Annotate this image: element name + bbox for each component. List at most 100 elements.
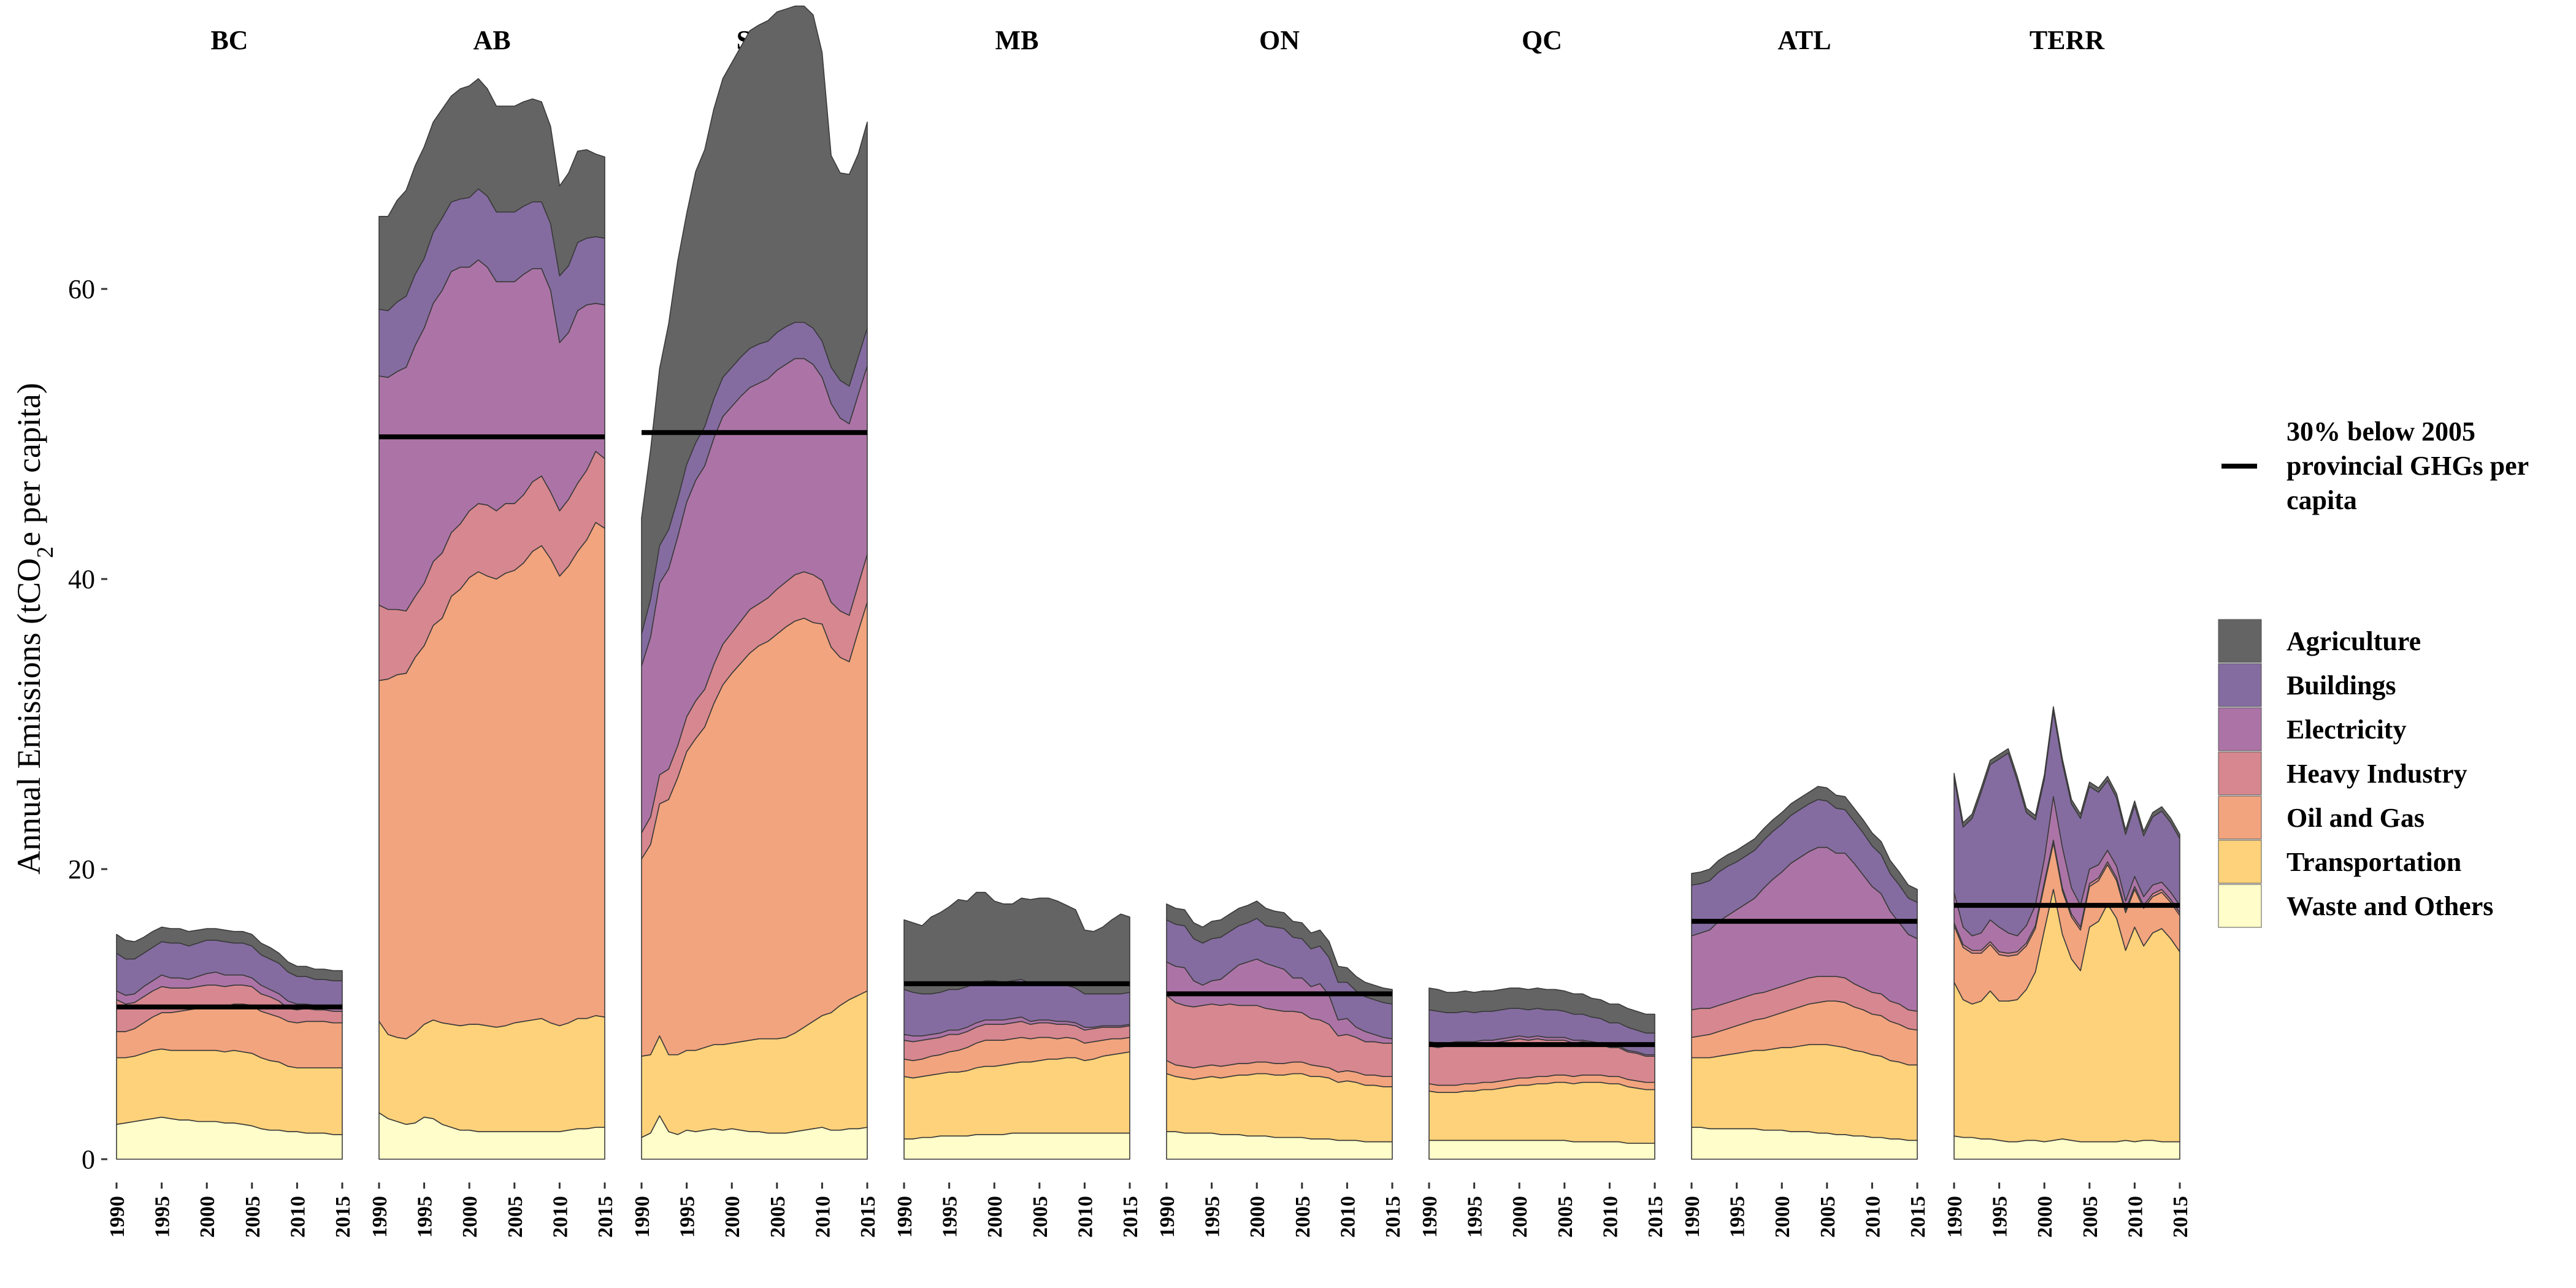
x-tick-label-on-2000: 2000 xyxy=(1246,1196,1269,1238)
x-tick-label-terr-2005: 2005 xyxy=(2079,1196,2102,1238)
panel-on: ON 1990 1995 2000 2005 2010 2015 xyxy=(1156,25,1405,1238)
x-tick-label-mb-2000: 2000 xyxy=(984,1196,1006,1238)
legend-swatch-waste-and-others xyxy=(2218,884,2262,928)
x-tick-label-on-1990: 1990 xyxy=(1156,1196,1179,1238)
x-tick-label-terr-2010: 2010 xyxy=(2124,1196,2147,1238)
panel-atl: ATL 1990 1995 2000 2005 2010 2015 xyxy=(1681,25,1930,1238)
x-tick-label-ab-2015: 2015 xyxy=(594,1196,617,1238)
legend-swatch-electricity xyxy=(2218,707,2262,751)
panel-bc: BC 1990 1995 2000 2005 2010 2015 xyxy=(106,25,355,1238)
x-tick-label-terr-1990: 1990 xyxy=(1944,1196,1966,1238)
x-tick-label-qc-2015: 2015 xyxy=(1644,1196,1667,1238)
x-tick-label-on-2015: 2015 xyxy=(1382,1196,1405,1238)
panel-ab: AB 1990 1995 2000 2005 2010 2015 xyxy=(369,25,617,1238)
area-mb-waste-and-others xyxy=(903,1132,1130,1160)
target-line-legend: 30% below 2005 provincial GHGs per capita xyxy=(2221,416,2529,515)
legend-swatch-oil-and-gas xyxy=(2218,795,2262,840)
area-sk-agriculture xyxy=(641,6,868,635)
panel-title-atl: ATL xyxy=(1777,25,1831,55)
x-tick-label-sk-2005: 2005 xyxy=(767,1196,789,1238)
y-axis-title: Annual Emissions (tCO2e per capita) xyxy=(10,383,58,875)
x-tick-label-atl-2000: 2000 xyxy=(1771,1196,1794,1238)
panel-title-bc: BC xyxy=(210,25,248,55)
x-tick-label-ab-2000: 2000 xyxy=(459,1196,481,1238)
area-bc-agriculture xyxy=(116,926,343,981)
panel-title-mb: MB xyxy=(995,25,1039,55)
legend-label-transportation: Transportation xyxy=(2287,847,2461,877)
x-tick-label-terr-2000: 2000 xyxy=(2034,1196,2057,1238)
legend-label-waste-and-others: Waste and Others xyxy=(2287,891,2493,921)
panel-terr: TERR 1990 1995 2000 2005 2010 2015 xyxy=(1944,25,2192,1238)
facet-panels: BC 1990 1995 2000 2005 2010 2015 AB 1990 1995 2000… xyxy=(106,6,2192,1238)
x-tick-label-qc-1995: 1995 xyxy=(1464,1196,1487,1238)
legend-swatch-agriculture xyxy=(2218,619,2262,663)
x-tick-label-qc-1990: 1990 xyxy=(1419,1196,1441,1238)
panel-title-ab: AB xyxy=(473,25,510,55)
y-tick-label-40: 40 xyxy=(68,564,95,594)
legend-swatch-transportation xyxy=(2218,840,2262,884)
sector-legend: Agriculture Buildings Electricity Heavy Ind… xyxy=(2218,619,2493,928)
area-qc-agriculture xyxy=(1428,987,1655,1034)
x-tick-label-sk-2000: 2000 xyxy=(721,1196,744,1238)
area-qc-waste-and-others xyxy=(1428,1140,1655,1160)
x-tick-label-bc-1990: 1990 xyxy=(106,1196,129,1238)
area-atl-transportation xyxy=(1691,1044,1918,1141)
x-tick-label-on-1995: 1995 xyxy=(1202,1196,1224,1238)
x-tick-label-atl-2005: 2005 xyxy=(1817,1196,1839,1238)
x-tick-label-terr-1995: 1995 xyxy=(1989,1196,2012,1238)
area-terr-agriculture xyxy=(1953,706,2180,840)
x-tick-label-mb-1990: 1990 xyxy=(894,1196,916,1238)
panel-mb: MB 1990 1995 2000 2005 2010 2015 xyxy=(894,25,1142,1238)
y-tick-label-0: 0 xyxy=(82,1144,95,1175)
area-mb-agriculture xyxy=(903,892,1130,995)
x-tick-label-terr-2015: 2015 xyxy=(2169,1196,2192,1238)
x-tick-label-sk-1995: 1995 xyxy=(677,1196,699,1238)
x-tick-label-bc-2010: 2010 xyxy=(286,1196,309,1238)
area-atl-agriculture xyxy=(1691,786,1918,903)
x-tick-label-atl-1995: 1995 xyxy=(1727,1196,1749,1238)
x-tick-label-mb-1995: 1995 xyxy=(939,1196,962,1238)
x-tick-label-bc-2000: 2000 xyxy=(196,1196,219,1238)
y-axis: 0 20 40 60 xyxy=(68,274,107,1175)
x-tick-label-on-2005: 2005 xyxy=(1292,1196,1314,1238)
legend-label-oil-and-gas: Oil and Gas xyxy=(2287,803,2425,833)
x-tick-label-atl-1990: 1990 xyxy=(1681,1196,1704,1238)
x-tick-label-bc-2005: 2005 xyxy=(242,1196,264,1238)
y-tick-label-60: 60 xyxy=(68,274,95,304)
x-tick-label-ab-1995: 1995 xyxy=(414,1196,437,1238)
legend-target-label-line-2: provincial GHGs per xyxy=(2287,451,2529,481)
panel-qc: QC 1990 1995 2000 2005 2010 2015 xyxy=(1419,25,1667,1238)
legend-label-electricity: Electricity xyxy=(2287,715,2406,745)
x-tick-label-qc-2005: 2005 xyxy=(1554,1196,1577,1238)
x-tick-label-mb-2010: 2010 xyxy=(1074,1196,1097,1238)
legend-swatch-buildings xyxy=(2218,663,2262,707)
x-tick-label-ab-2005: 2005 xyxy=(504,1196,527,1238)
panel-title-on: ON xyxy=(1259,25,1300,55)
x-tick-label-mb-2015: 2015 xyxy=(1119,1196,1142,1238)
legend-swatch-heavy-industry xyxy=(2218,751,2262,795)
x-tick-label-sk-1990: 1990 xyxy=(631,1196,654,1238)
legend-target-label-line-1: 30% below 2005 xyxy=(2287,416,2475,447)
legend-target-label-line-3: capita xyxy=(2287,485,2357,515)
x-tick-label-mb-2005: 2005 xyxy=(1029,1196,1052,1238)
x-tick-label-atl-2010: 2010 xyxy=(1861,1196,1884,1238)
legend-label-buildings: Buildings xyxy=(2287,670,2396,700)
x-tick-label-ab-2010: 2010 xyxy=(549,1196,572,1238)
x-tick-label-sk-2010: 2010 xyxy=(811,1196,834,1238)
x-tick-label-qc-2000: 2000 xyxy=(1509,1196,1531,1238)
area-on-agriculture xyxy=(1166,900,1393,1005)
area-ab-agriculture xyxy=(378,78,605,312)
panel-title-terr: TERR xyxy=(2030,25,2105,55)
x-tick-label-atl-2015: 2015 xyxy=(1907,1196,1930,1238)
legend-label-heavy-industry: Heavy Industry xyxy=(2287,759,2467,789)
panel-sk: SK199019952000200520102015 xyxy=(631,6,880,1238)
panel-title-qc: QC xyxy=(1522,25,1562,55)
x-tick-label-sk-2015: 2015 xyxy=(857,1196,880,1238)
x-tick-label-ab-1990: 1990 xyxy=(369,1196,391,1238)
y-tick-label-20: 20 xyxy=(68,854,95,884)
legend-label-agriculture: Agriculture xyxy=(2287,626,2421,656)
x-tick-label-bc-1995: 1995 xyxy=(151,1196,174,1238)
x-tick-label-on-2010: 2010 xyxy=(1336,1196,1359,1238)
x-tick-label-bc-2015: 2015 xyxy=(332,1196,355,1238)
